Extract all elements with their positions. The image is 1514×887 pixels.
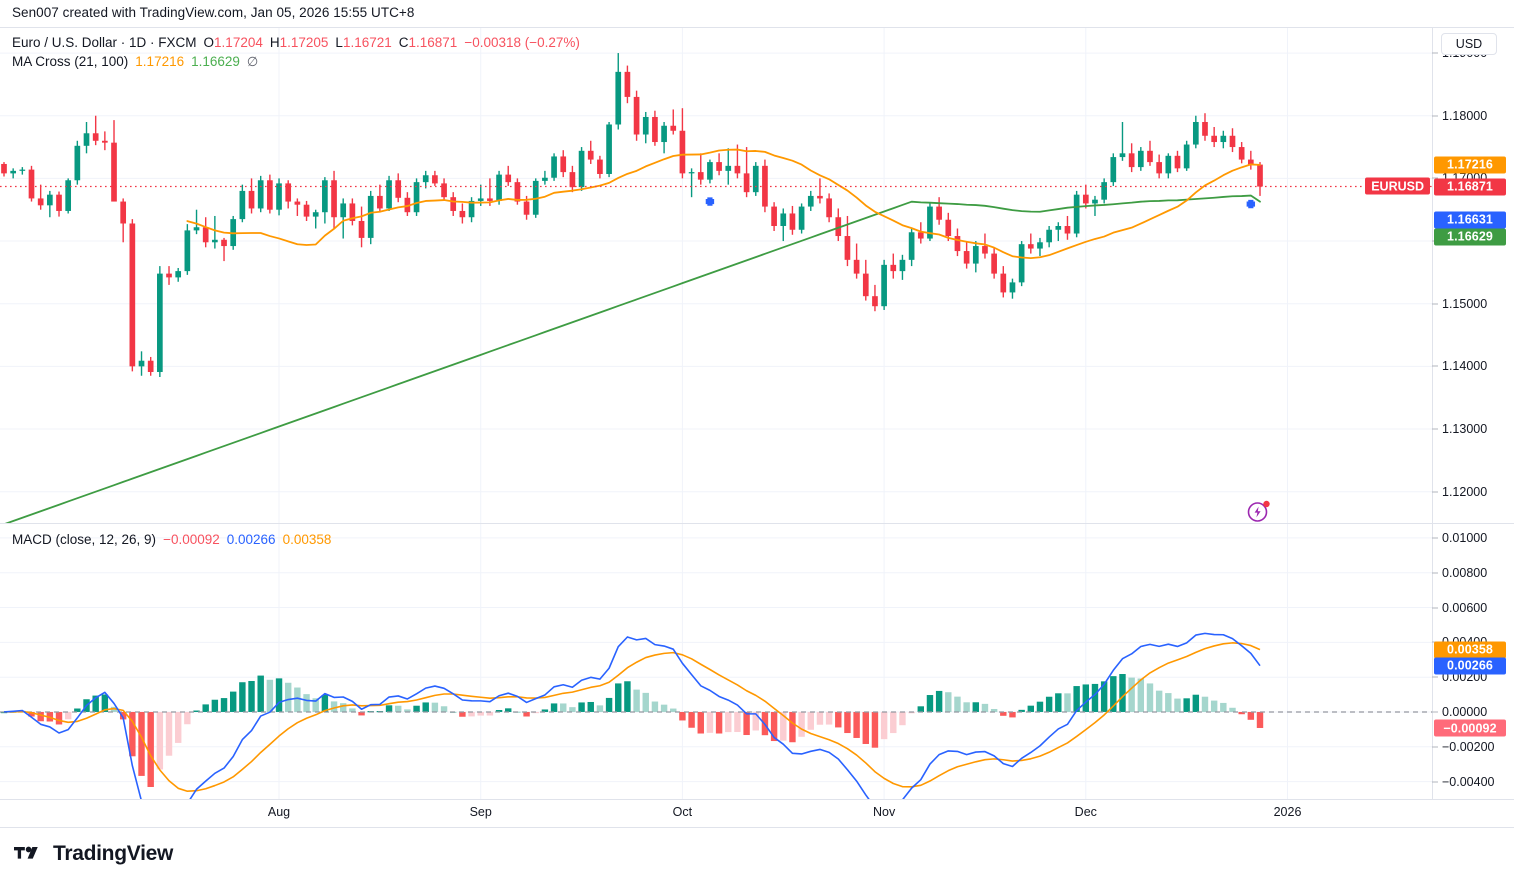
price-chart-pane[interactable]: [0, 28, 1432, 523]
macd-blue-badge[interactable]: 1.16631: [1434, 211, 1506, 228]
price-axis-dash: [1432, 428, 1438, 430]
macd-axis-dash: [1432, 781, 1438, 783]
price-axis-tick: 1.13000: [1442, 422, 1488, 436]
macd-axis-dash: [1432, 746, 1438, 748]
price-axis-dash: [1432, 491, 1438, 493]
macd-axis-dash: [1432, 676, 1438, 678]
time-axis-tick: Sep: [469, 805, 492, 819]
time-axis-tick: 2026: [1273, 805, 1302, 819]
symbol-price-badge[interactable]: EURUSD: [1365, 177, 1430, 195]
macd-axis-tick: −0.00400: [1442, 774, 1495, 789]
tradingview-logo-icon: [14, 846, 38, 859]
macd-chart-pane[interactable]: [0, 524, 1432, 799]
time-axis-tick: Dec: [1074, 805, 1097, 819]
price-axis-tick: 1.14000: [1442, 359, 1488, 374]
last-price-badge[interactable]: 1.16871: [1434, 178, 1506, 195]
price-axis-dash: [1432, 303, 1438, 305]
header-divider: [0, 27, 1514, 28]
price-axis[interactable]: 1.190001.180001.170001.160001.150001.140…: [1432, 28, 1514, 523]
price-axis-divider: [1432, 28, 1433, 799]
macd-axis-dash: [1432, 572, 1438, 574]
attribution-text: Sen007 created with TradingView.com, Jan…: [12, 5, 415, 20]
lightning-spark-icon[interactable]: [1246, 498, 1272, 524]
macd-axis-dash: [1432, 711, 1438, 713]
time-axis-tick: Aug: [267, 805, 291, 819]
macd-axis-tick: 0.00000: [1442, 705, 1488, 719]
time-axis-tick: Nov: [872, 805, 896, 819]
price-axis-tick: 1.12000: [1442, 484, 1488, 499]
price-axis-dash: [1432, 365, 1438, 367]
tradingview-wordmark: TradingView: [53, 842, 174, 865]
time-axis[interactable]: Aug Sep Oct Nov Dec 2026: [0, 799, 1432, 827]
ma-slow-price-badge[interactable]: 1.16629: [1434, 228, 1506, 246]
footer-divider: [0, 827, 1514, 828]
price-axis-dash: [1432, 115, 1438, 117]
histogram-badge[interactable]: −0.00092: [1434, 719, 1506, 737]
tradingview-brand[interactable]: TradingView: [14, 842, 173, 866]
signal-line-badge[interactable]: 0.00358: [1434, 641, 1506, 659]
ma-fast-price-badge[interactable]: 1.17216: [1434, 156, 1506, 174]
price-axis-tick: 1.15000: [1442, 296, 1488, 311]
macd-axis-dash: [1432, 607, 1438, 608]
macd-axis-tick: −0.00200: [1442, 739, 1495, 754]
pane-divider: [0, 523, 1514, 524]
price-axis-dash: [1432, 52, 1438, 54]
macd-axis-dash: [1432, 537, 1438, 539]
macd-axis-tick: 0.01000: [1442, 530, 1488, 545]
macd-axis[interactable]: 0.010000.008000.006000.004000.002000.000…: [1432, 524, 1514, 799]
currency-button[interactable]: USD: [1441, 33, 1497, 55]
footer: TradingView: [0, 828, 1514, 887]
time-axis-tick: Oct: [672, 805, 693, 819]
macd-axis-tick: 0.00800: [1442, 565, 1488, 580]
price-axis-tick: 1.18000: [1442, 108, 1488, 123]
time-axis-divider: [0, 799, 1514, 800]
macd-axis-tick: 0.00600: [1442, 600, 1488, 615]
macd-line-badge[interactable]: 0.00266: [1434, 657, 1506, 675]
